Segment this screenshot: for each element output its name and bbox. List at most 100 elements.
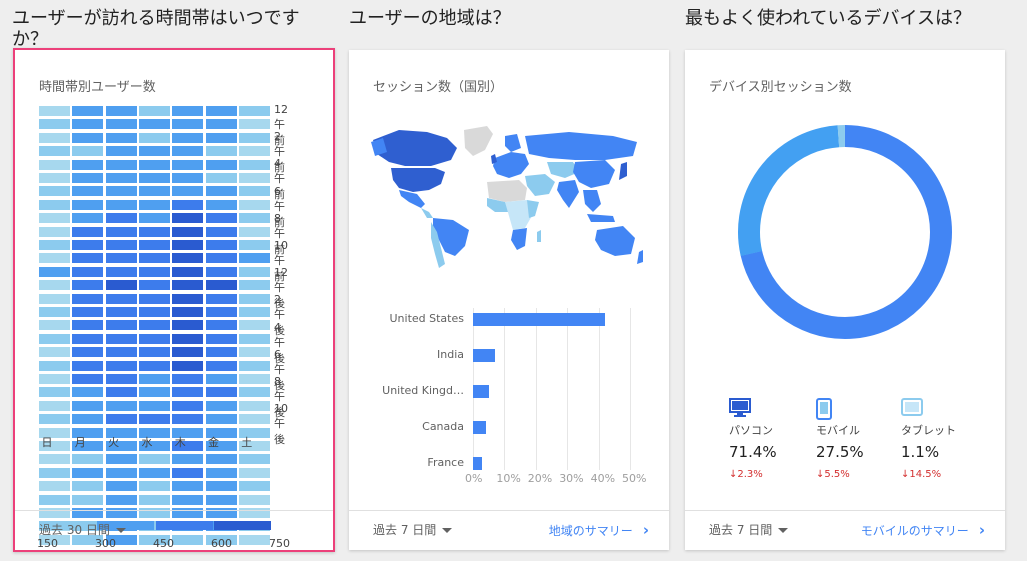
heatmap-cell[interactable] <box>238 481 270 492</box>
heatmap-cell[interactable] <box>72 414 104 425</box>
heatmap-cell[interactable] <box>205 106 237 116</box>
mobile-summary-link[interactable]: モバイルのサマリー › <box>861 521 985 539</box>
heatmap-cell[interactable] <box>72 441 104 451</box>
heatmap-cell[interactable] <box>205 173 237 183</box>
heatmap-cell[interactable] <box>39 253 70 264</box>
world-map[interactable] <box>369 122 649 272</box>
date-range-dropdown[interactable]: 過去 7 日間 <box>709 521 789 538</box>
heatmap-cell[interactable] <box>205 427 237 438</box>
heatmap-cell[interactable] <box>72 534 104 545</box>
heatmap-cell[interactable] <box>172 132 204 143</box>
heatmap-cell[interactable] <box>138 387 170 398</box>
heatmap-cell[interactable] <box>39 132 70 143</box>
heatmap-cell[interactable] <box>238 266 270 277</box>
heatmap-cell[interactable] <box>138 467 170 478</box>
heatmap-cell[interactable] <box>205 374 237 384</box>
heatmap-cell[interactable] <box>105 333 137 344</box>
heatmap-cell[interactable] <box>205 481 237 492</box>
heatmap-cell[interactable] <box>238 106 270 116</box>
heatmap-cell[interactable] <box>172 199 204 210</box>
heatmap-cell[interactable] <box>205 199 237 210</box>
heatmap-cell[interactable] <box>172 360 204 371</box>
heatmap-cell[interactable] <box>39 240 70 250</box>
heatmap-cell[interactable] <box>172 106 204 116</box>
heatmap-cell[interactable] <box>172 173 204 183</box>
heatmap-cell[interactable] <box>172 213 204 224</box>
heatmap-cell[interactable] <box>72 159 104 170</box>
region-summary-link[interactable]: 地域のサマリー › <box>549 521 649 539</box>
heatmap-cell[interactable] <box>238 534 270 545</box>
date-range-dropdown[interactable]: 過去 30 日間 <box>39 521 126 538</box>
heatmap-cell[interactable] <box>105 534 137 545</box>
heatmap-cell[interactable] <box>238 119 270 130</box>
heatmap-cell[interactable] <box>105 280 137 291</box>
heatmap-cell[interactable] <box>205 186 237 197</box>
heatmap-cell[interactable] <box>172 266 204 277</box>
heatmap-cell[interactable] <box>105 427 137 438</box>
heatmap-cell[interactable] <box>72 186 104 197</box>
heatmap-cell[interactable] <box>39 226 70 237</box>
heatmap-cell[interactable] <box>105 119 137 130</box>
heatmap-cell[interactable] <box>105 159 137 170</box>
heatmap-cell[interactable] <box>105 240 137 250</box>
heatmap-cell[interactable] <box>172 347 204 358</box>
heatmap-cell[interactable] <box>238 226 270 237</box>
heatmap-cell[interactable] <box>238 253 270 264</box>
heatmap-cell[interactable] <box>172 119 204 130</box>
heatmap-cell[interactable] <box>138 441 170 451</box>
heatmap-cell[interactable] <box>172 467 204 478</box>
heatmap-cell[interactable] <box>238 159 270 170</box>
heatmap-cell[interactable] <box>72 106 104 116</box>
heatmap-cell[interactable] <box>172 333 204 344</box>
heatmap-cell[interactable] <box>172 454 204 465</box>
heatmap-cell[interactable] <box>238 240 270 250</box>
heatmap-cell[interactable] <box>238 146 270 157</box>
heatmap-cell[interactable] <box>105 454 137 465</box>
country-bar[interactable] <box>473 313 605 326</box>
heatmap-cell[interactable] <box>172 253 204 264</box>
heatmap-cell[interactable] <box>39 307 70 317</box>
heatmap-cell[interactable] <box>238 132 270 143</box>
heatmap-cell[interactable] <box>39 266 70 277</box>
heatmap-cell[interactable] <box>172 186 204 197</box>
heatmap-cell[interactable] <box>72 173 104 183</box>
heatmap-cell[interactable] <box>105 253 137 264</box>
heatmap-cell[interactable] <box>72 360 104 371</box>
heatmap-cell[interactable] <box>72 280 104 291</box>
heatmap-cell[interactable] <box>172 481 204 492</box>
heatmap-cell[interactable] <box>138 266 170 277</box>
heatmap-cell[interactable] <box>172 374 204 384</box>
heatmap-cell[interactable] <box>39 186 70 197</box>
heatmap-cell[interactable] <box>105 199 137 210</box>
heatmap-cell[interactable] <box>39 494 70 505</box>
heatmap-cell[interactable] <box>205 132 237 143</box>
heatmap-cell[interactable] <box>39 374 70 384</box>
heatmap-cell[interactable] <box>138 199 170 210</box>
heatmap-cell[interactable] <box>205 360 237 371</box>
heatmap-cell[interactable] <box>238 213 270 224</box>
heatmap-cell[interactable] <box>238 186 270 197</box>
heatmap-cell[interactable] <box>138 400 170 411</box>
heatmap-cell[interactable] <box>105 494 137 505</box>
heatmap-cell[interactable] <box>72 494 104 505</box>
heatmap-cell[interactable] <box>205 333 237 344</box>
heatmap-cell[interactable] <box>238 400 270 411</box>
heatmap-cell[interactable] <box>105 414 137 425</box>
heatmap-cell[interactable] <box>138 333 170 344</box>
heatmap-cell[interactable] <box>72 454 104 465</box>
heatmap-cell[interactable] <box>172 240 204 250</box>
heatmap-cell[interactable] <box>205 146 237 157</box>
donut-slice-mobile[interactable] <box>730 117 960 347</box>
heatmap-cell[interactable] <box>105 360 137 371</box>
heatmap-cell[interactable] <box>105 347 137 358</box>
heatmap-cell[interactable] <box>39 280 70 291</box>
heatmap-cell[interactable] <box>105 467 137 478</box>
country-bar[interactable] <box>473 349 495 362</box>
heatmap-cell[interactable] <box>138 119 170 130</box>
heatmap-cell[interactable] <box>39 400 70 411</box>
heatmap-cell[interactable] <box>72 266 104 277</box>
heatmap-cell[interactable] <box>39 481 70 492</box>
heatmap-cell[interactable] <box>138 146 170 157</box>
heatmap-cell[interactable] <box>172 280 204 291</box>
heatmap-cell[interactable] <box>172 427 204 438</box>
